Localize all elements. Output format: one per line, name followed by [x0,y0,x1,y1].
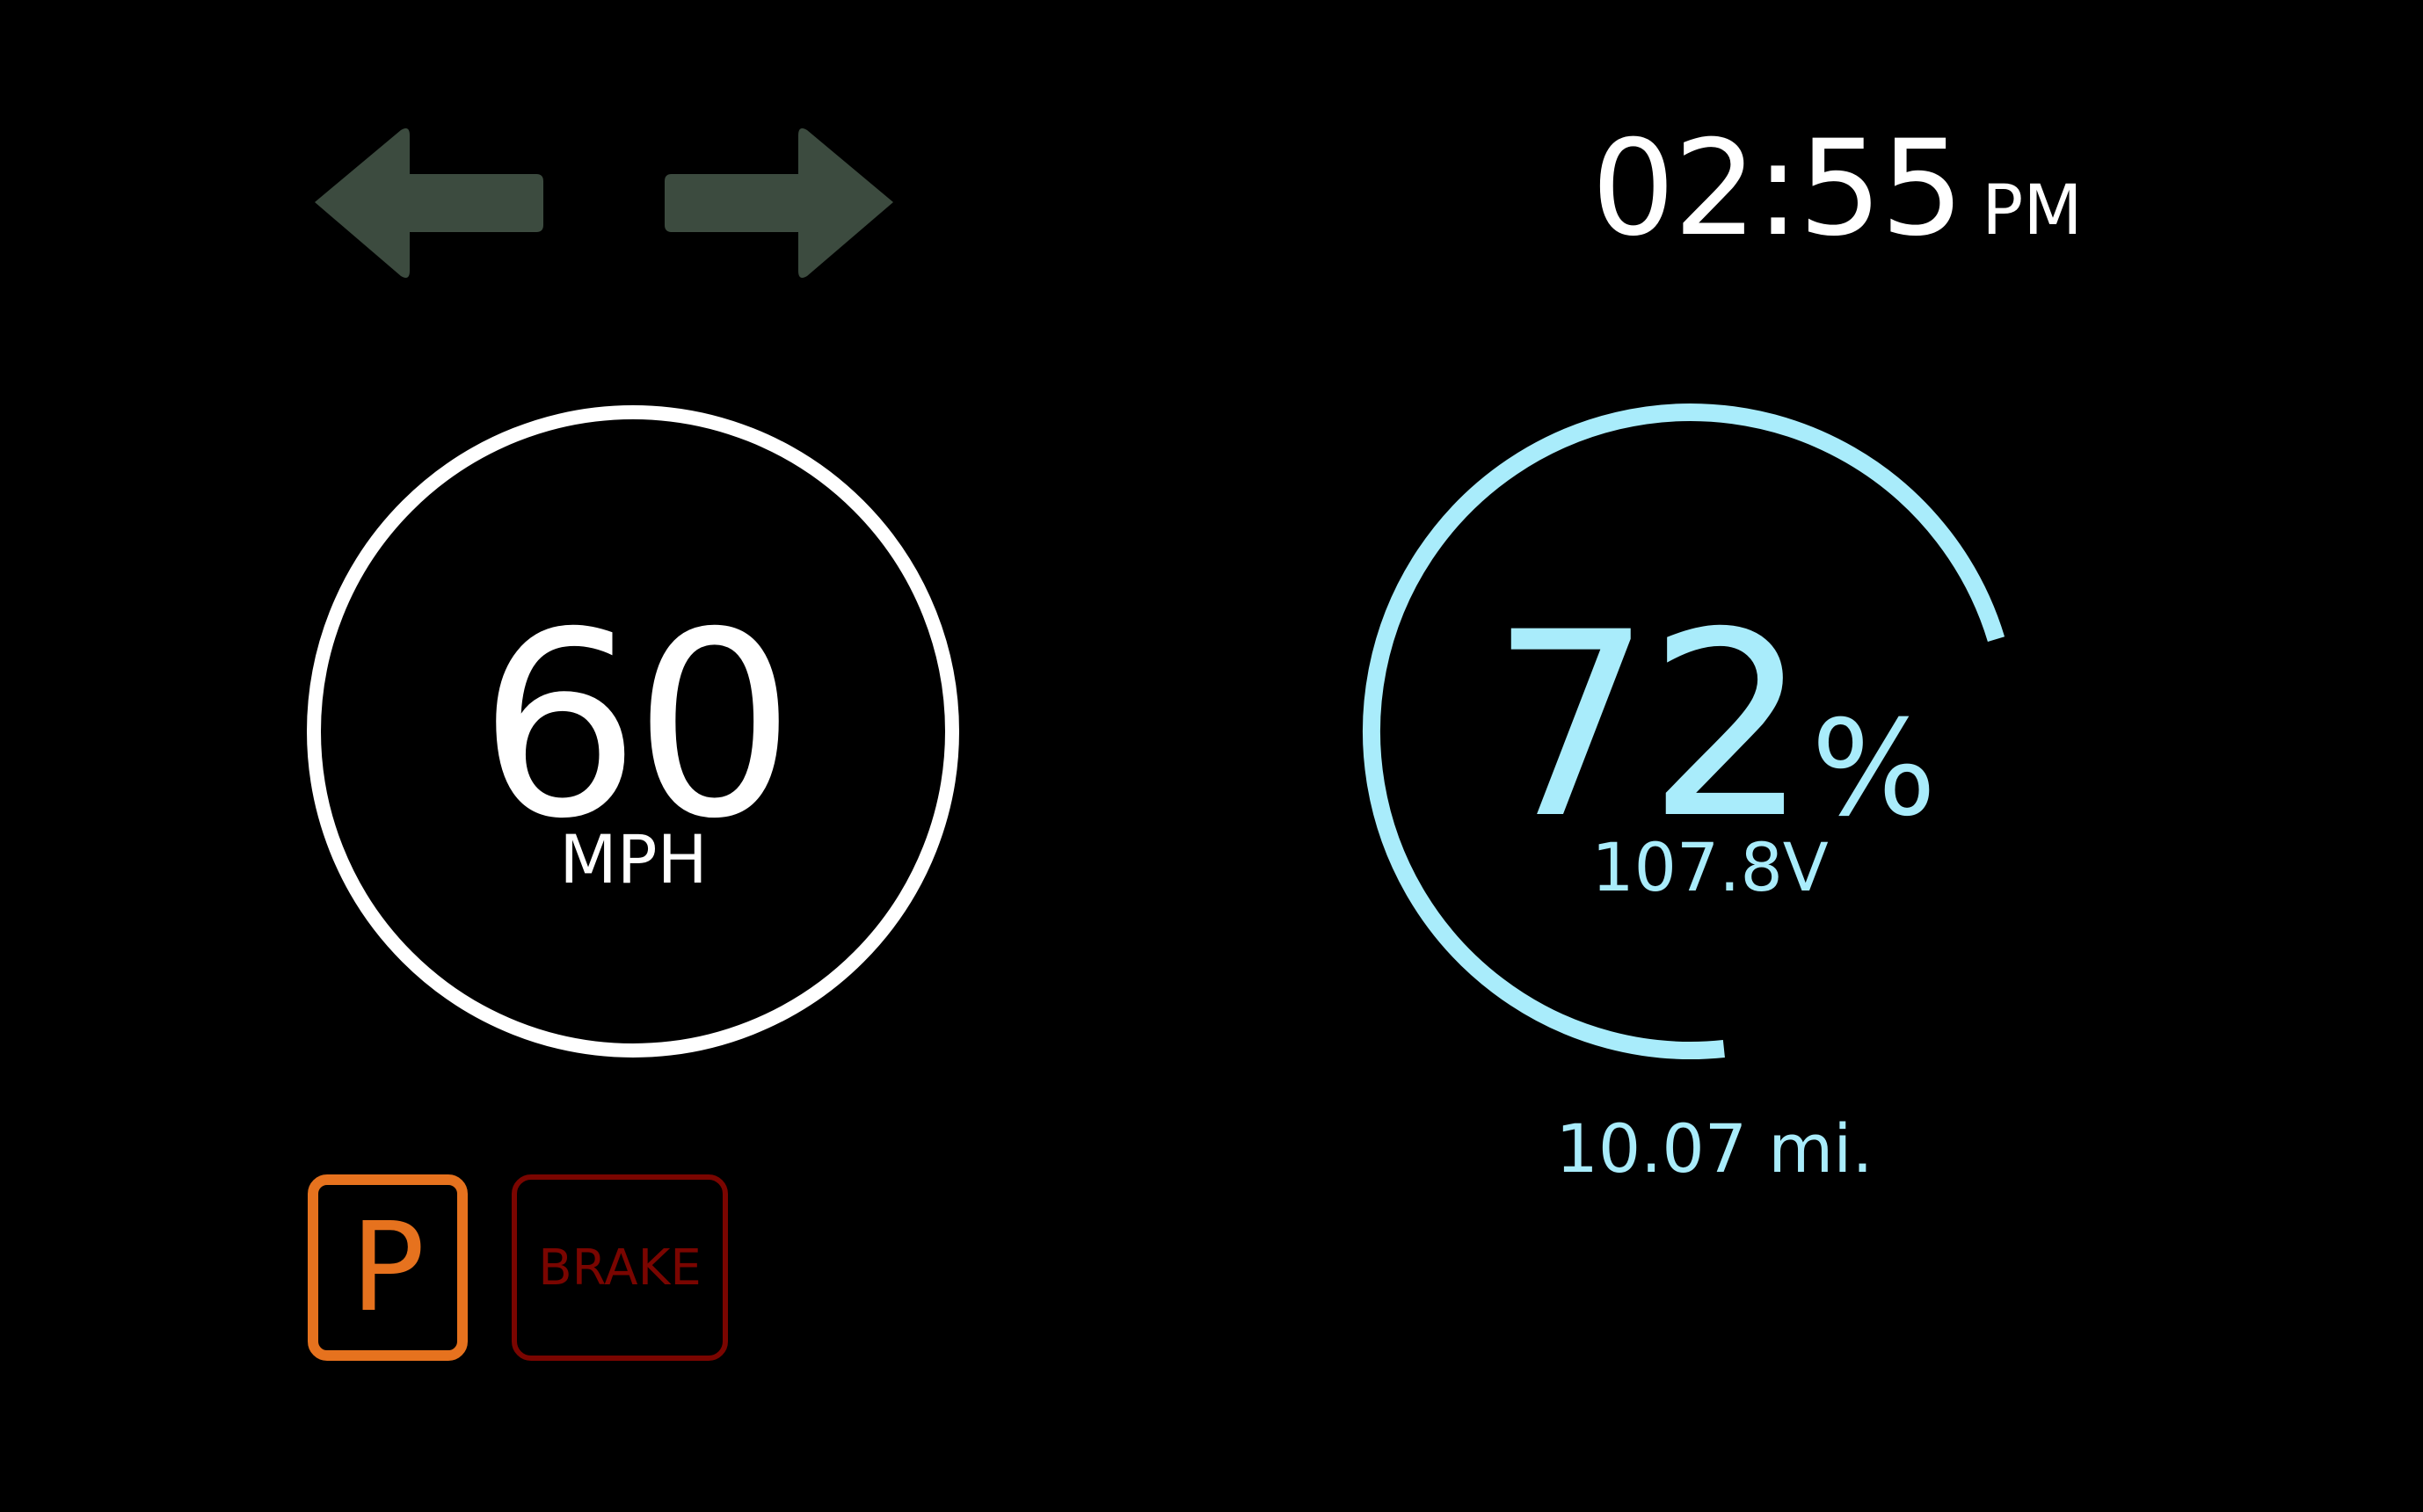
battery-level-arc [1363,403,2005,1059]
battery-voltage: 107.8V [1591,828,1829,906]
left-turn-signal [308,123,547,283]
battery-percent-value: 72 [1490,578,1809,875]
clock-ampm: PM [1982,171,2083,251]
speed-unit: MPH [559,820,708,898]
park-indicator-label: P [350,1196,426,1340]
speed-value: 60 [477,578,796,875]
brake-indicator: BRAKE [512,1174,728,1361]
battery-percent: 72 % [1490,600,1937,854]
right-turn-signal [661,123,900,283]
right-arrow-icon [665,128,893,278]
battery-range: 10.07 mi. [1555,1109,1874,1188]
clock-time: 02:55 [1591,113,1964,265]
brake-indicator-label: BRAKE [538,1239,702,1297]
battery-percent-symbol: % [1811,693,1937,846]
park-indicator: P [308,1174,468,1361]
clock: 02:55 PM [1591,123,2083,273]
left-arrow-icon [315,128,543,278]
